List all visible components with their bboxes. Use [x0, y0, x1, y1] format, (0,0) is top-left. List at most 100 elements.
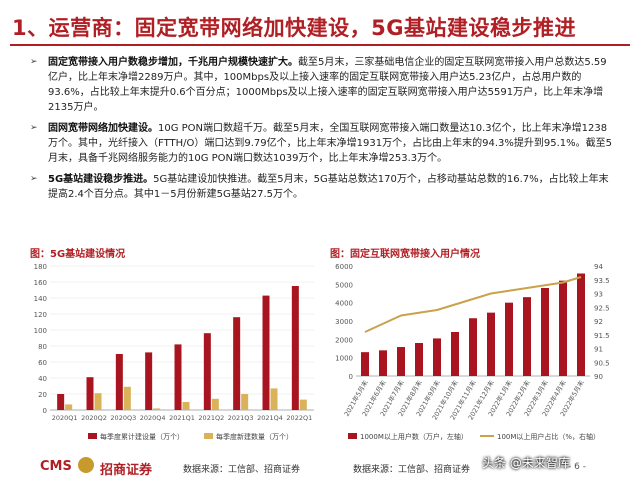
y-tick-label: 0: [43, 407, 47, 415]
y-tick-label: 160: [34, 279, 47, 287]
legend-label-new: 每季度新建数量（万个）: [216, 432, 293, 441]
y-tick-label: 20: [38, 391, 47, 399]
broadband-users-chart: 0 1000 2000 3000 4000 5000 6000 90 90.5 91 91.5 92 9…: [335, 263, 610, 441]
y-tick-label: 60: [38, 359, 47, 367]
bar-1000m-users: [487, 312, 495, 376]
bullet-lead: 固网宽带网络加快建设。: [48, 123, 158, 134]
x-tick-label: 2021Q1: [169, 414, 195, 422]
bar-1000m-users: [451, 332, 459, 376]
x-tick-label: 2021Q3: [228, 414, 254, 422]
bar-1000m-users: [523, 297, 531, 376]
legend-label-bars: 1000M以上用户数（万户，左轴）: [360, 432, 468, 441]
line-100m-share: [364, 276, 582, 333]
x-tick-label: 2020Q3: [110, 414, 136, 422]
bar-cumulative: [291, 286, 299, 410]
y-right-tick-label: 92: [594, 318, 603, 326]
y-tick-label: 120: [34, 311, 47, 319]
brand-logo: CMS: [40, 459, 72, 474]
y-right-tick-label: 94: [594, 263, 603, 271]
bar-1000m-users: [541, 288, 549, 376]
y-left-tick-label: 6000: [335, 263, 353, 271]
bullet-item: ➢ 5G基站建设稳步推进。5G基站建设加快推进。截至5月末，5G基站总数达170…: [30, 172, 615, 202]
bullet-item: ➢ 固定宽带接入用户数稳步增加，千兆用户规模快速扩大。截至5月末，三家基础电信企…: [30, 55, 615, 115]
bar-cumulative: [57, 394, 65, 410]
legend-label-cumulative: 每季度累计建设量（万个）: [100, 432, 184, 441]
x-tick-label: 2022Q1: [286, 414, 312, 422]
bar-new: [241, 394, 249, 410]
y-right-tick-label: 93: [594, 291, 603, 299]
bar-cumulative: [262, 295, 270, 410]
source-note: 数据来源：工信部、招商证券: [183, 465, 301, 475]
y-right-tick-label: 92.5: [594, 304, 610, 312]
y-tick-label: 180: [34, 263, 47, 271]
watermark: 头条 @未来智库: [482, 456, 570, 470]
bar-new: [299, 399, 307, 410]
bullet-list: ➢ 固定宽带接入用户数稳步增加，千兆用户规模快速扩大。截至5月末，三家基础电信企…: [30, 55, 615, 208]
y-tick-label: 80: [38, 343, 47, 351]
bullet-lead: 5G基站建设稳步推进。: [48, 174, 154, 185]
y-right-tick-label: 91.5: [594, 332, 610, 340]
x-tick-label: 2021Q4: [257, 414, 283, 422]
y-left-tick-label: 4000: [335, 300, 353, 308]
y-tick-label: 100: [34, 327, 47, 335]
bar-cumulative: [145, 352, 153, 410]
bar-1000m-users: [397, 347, 405, 376]
bar-new: [211, 398, 219, 410]
y-right-tick-label: 90: [594, 373, 603, 381]
x-tick-label: 2020Q2: [81, 414, 107, 422]
bar-1000m-users: [361, 352, 369, 376]
bullet-text: 5G基站建设加快推进。截至5月末，5G基站总数达170万个，占移动基站总数的16…: [48, 174, 609, 200]
bar-new: [182, 402, 190, 410]
legend-swatch-new: [204, 433, 213, 439]
bar-1000m-users: [415, 343, 423, 376]
title-divider: [10, 44, 630, 46]
y-tick-label: 140: [34, 295, 47, 303]
bar-1000m-users: [577, 273, 585, 376]
arrow-bullet-icon: ➢: [30, 57, 38, 67]
bullet-item: ➢ 固网宽带网络加快建设。10G PON端口数超千万。截至5月末，全国互联网宽带…: [30, 121, 615, 166]
figure-2-title: 图：固定互联网宽带接入用户情况: [330, 249, 480, 260]
bar-cumulative: [233, 317, 241, 410]
arrow-bullet-icon: ➢: [30, 174, 38, 184]
bar-1000m-users: [379, 350, 387, 376]
bar-new: [123, 386, 131, 410]
y-right-tick-label: 90.5: [594, 359, 610, 367]
legend-label-line: 100M以上用户占比（%，右轴）: [497, 432, 600, 441]
bar-new: [94, 393, 102, 410]
bar-new: [65, 404, 73, 410]
legend-swatch-cumulative: [88, 433, 97, 439]
bar-cumulative: [203, 333, 211, 410]
y-left-tick-label: 0: [349, 373, 353, 381]
logo-badge-icon: [78, 457, 94, 473]
bar-1000m-users: [505, 302, 513, 376]
footer: CMS 招商证券 数据来源：工信部、招商证券 数据来源：工信部、招商证券 - 6…: [0, 450, 640, 480]
y-right-tick-label: 93.5: [594, 277, 610, 285]
bar-1000m-users: [559, 280, 567, 376]
figure-1-title: 图：5G基站建设情况: [30, 249, 126, 260]
bullet-text: 10G PON端口数超千万。截至5月末，全国互联网宽带接入端口数量达10.3亿个…: [48, 123, 612, 164]
y-right-tick-label: 91: [594, 346, 603, 354]
bar-new: [153, 408, 161, 410]
bullet-text: 截至5月末，三家基础电信企业的固定互联网宽带接入用户总数达5.59亿户，比上年末…: [48, 57, 607, 113]
legend-swatch-bars: [348, 433, 357, 439]
y-left-tick-label: 5000: [335, 281, 353, 289]
bullet-lead: 固定宽带接入用户数稳步增加，千兆用户规模快速扩大。: [48, 57, 298, 68]
y-tick-label: 40: [38, 375, 47, 383]
y-left-tick-label: 2000: [335, 336, 353, 344]
y-left-tick-label: 1000: [335, 355, 353, 363]
bar-new: [270, 388, 278, 410]
arrow-bullet-icon: ➢: [30, 123, 38, 133]
x-tick-label: 2020Q1: [52, 414, 78, 422]
y-left-tick-label: 3000: [335, 318, 353, 326]
x-tick-label: 2020Q4: [140, 414, 166, 422]
bar-cumulative: [115, 354, 123, 410]
page-number: - 6 -: [568, 462, 586, 472]
brand-name: 招商证券: [100, 463, 153, 478]
bar-1000m-users: [469, 318, 477, 376]
x-tick-label: 2021Q2: [198, 414, 224, 422]
page-title: 1、运营商：固定宽带网络加快建设，5G基站建设稳步推进: [12, 16, 576, 40]
bar-cumulative: [174, 344, 182, 410]
source-note: 数据来源：工信部、招商证券: [353, 465, 471, 475]
bar-cumulative: [86, 377, 94, 410]
